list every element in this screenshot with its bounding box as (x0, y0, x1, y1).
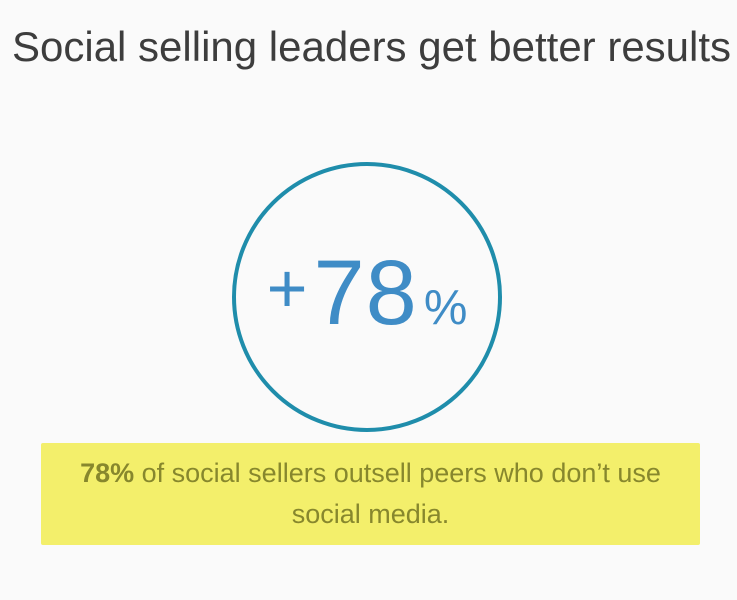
stat-circle: + 78 % (232, 162, 502, 432)
stat-number: 78 (313, 241, 418, 344)
stat-value-group: + 78 % (267, 247, 468, 340)
caption-text: 78% of social sellers outsell peers who … (61, 453, 680, 535)
stat-percent-sign: % (423, 280, 468, 335)
stat-plus-sign: + (266, 248, 308, 327)
page-title: Social selling leaders get better result… (12, 23, 732, 70)
caption-rest: of social sellers outsell peers who don’… (134, 458, 661, 529)
caption-highlight-bar: 78% of social sellers outsell peers who … (41, 443, 700, 545)
caption-stat-prefix: 78% (80, 458, 135, 488)
